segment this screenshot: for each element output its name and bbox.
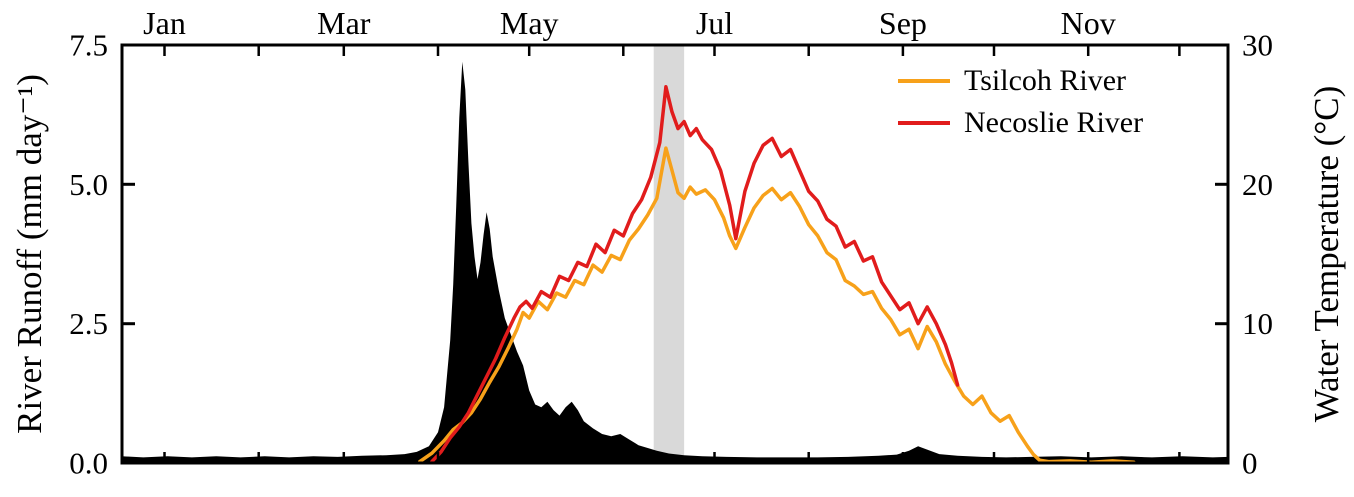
legend-item-tsilcoh: Tsilcoh River bbox=[898, 64, 1143, 98]
plot-frame bbox=[120, 43, 1230, 465]
month-label: Sep bbox=[879, 5, 927, 41]
right-tick-label: 10 bbox=[1242, 306, 1273, 341]
legend-label-tsilcoh: Tsilcoh River bbox=[964, 64, 1127, 97]
left-axis-label: River Runoff (mm day⁻¹) bbox=[10, 74, 49, 434]
legend: Tsilcoh River Necoslie River bbox=[898, 64, 1143, 140]
necoslie-river-line bbox=[430, 85, 960, 464]
right-tick-label: 0 bbox=[1242, 446, 1258, 481]
left-tick-label: 0.0 bbox=[69, 446, 108, 481]
left-tick-label: 7.5 bbox=[69, 28, 108, 63]
month-label: Jul bbox=[696, 5, 733, 41]
month-label: Mar bbox=[317, 5, 371, 41]
month-label: Nov bbox=[1061, 5, 1116, 41]
legend-label-necoslie: Necoslie River bbox=[964, 106, 1144, 139]
month-label: Jan bbox=[143, 5, 186, 41]
right-tick-label: 30 bbox=[1242, 28, 1273, 63]
left-tick-label: 2.5 bbox=[69, 306, 108, 341]
highlight-band bbox=[653, 45, 685, 463]
left-tick-label: 5.0 bbox=[69, 167, 108, 202]
month-label: May bbox=[500, 5, 559, 41]
legend-item-necoslie: Necoslie River bbox=[898, 106, 1143, 140]
right-axis-label: Water Temperature (°C) bbox=[1307, 85, 1346, 423]
tsilcoh-river-line bbox=[418, 146, 1136, 465]
right-tick-label: 20 bbox=[1242, 167, 1273, 202]
tsilcoh-line-swatch bbox=[898, 79, 950, 83]
necoslie-line-swatch bbox=[898, 121, 950, 125]
